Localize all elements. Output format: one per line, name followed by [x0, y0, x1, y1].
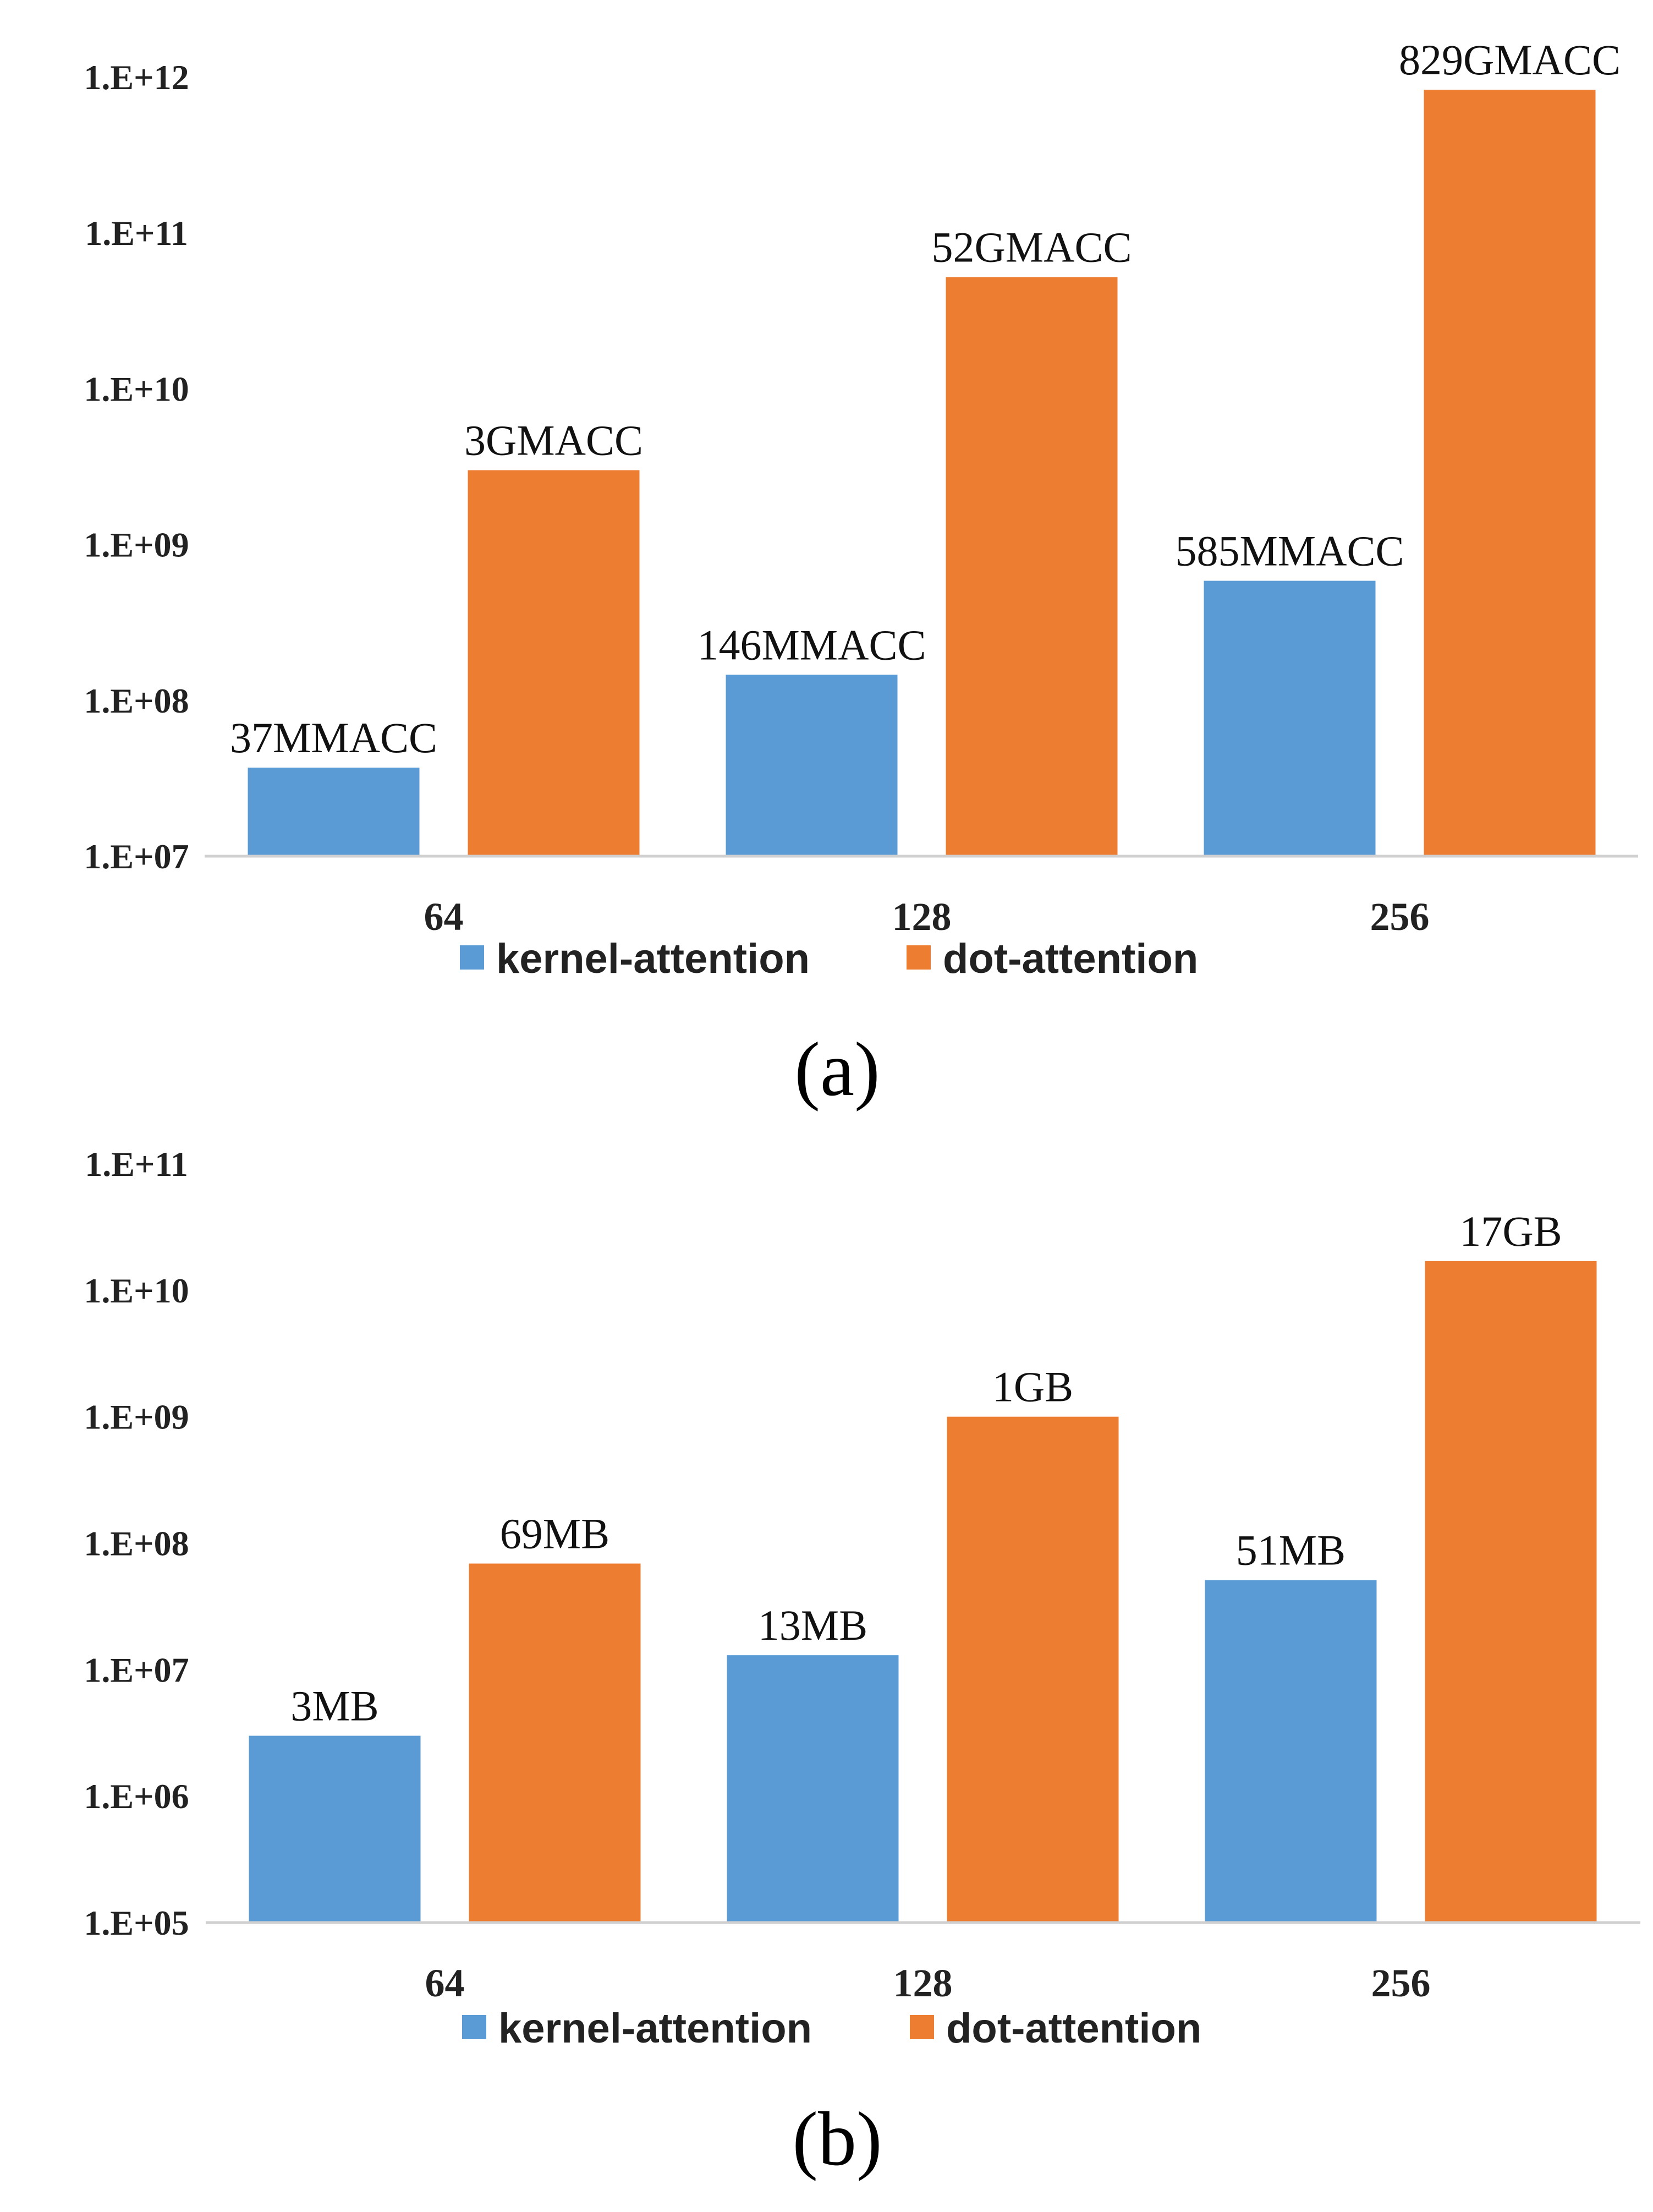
bar-dot-attention-128: [947, 1416, 1119, 1923]
bar-dot-attention-64: [469, 1563, 641, 1923]
bar-kernel-attention-256: [1204, 581, 1376, 856]
data-label: 17GB: [1459, 1207, 1562, 1255]
legend-entry: dot-attention: [943, 935, 1198, 982]
panel-caption: (b): [792, 2096, 882, 2182]
bar-dot-attention-256: [1425, 1261, 1597, 1923]
x-tick-label: 256: [1371, 1961, 1431, 2005]
x-tick-label: 64: [424, 895, 464, 939]
x-tick-label: 128: [893, 1961, 953, 2005]
y-tick-label: 1.E+07: [84, 837, 189, 876]
legend-swatch: [460, 945, 484, 970]
chart-panel-a: 1.E+07 1.E+08 1.E+09 1.E+10 1.E+11 1.E+12 37MM…: [84, 36, 1638, 1112]
y-tick-label: 1.E+11: [85, 1145, 188, 1184]
legend-swatch: [462, 2015, 486, 2039]
x-tick-label: 128: [892, 895, 952, 939]
data-label: 146MMACC: [697, 621, 926, 669]
data-label: 1GB: [992, 1363, 1073, 1411]
bar-kernel-attention-64: [249, 1735, 421, 1923]
bar-kernel-attention-256: [1205, 1580, 1377, 1923]
data-label: 13MB: [758, 1601, 867, 1649]
y-tick-label: 1.E+10: [84, 369, 189, 408]
bar-kernel-attention-128: [726, 675, 898, 856]
x-tick-label: 256: [1370, 895, 1430, 939]
y-tick-label: 1.E+06: [84, 1777, 189, 1816]
chart-panel-b: 1.E+05 1.E+06 1.E+07 1.E+08 1.E+09 1.E+10 1.E+…: [84, 1145, 1640, 2182]
data-label: 3GMACC: [464, 416, 643, 464]
bar-dot-attention-256: [1424, 90, 1596, 857]
y-tick-label: 1.E+11: [85, 213, 188, 253]
y-tick-label: 1.E+12: [84, 58, 189, 97]
y-tick-label: 1.E+05: [84, 1903, 189, 1942]
data-label: 3MB: [290, 1682, 378, 1730]
panel-caption: (a): [794, 1027, 880, 1112]
y-tick-label: 1.E+10: [84, 1271, 189, 1310]
legend-swatch: [907, 945, 931, 970]
data-label: 51MB: [1236, 1526, 1346, 1574]
legend-entry: kernel-attention: [498, 2005, 812, 2052]
data-label: 829GMACC: [1399, 36, 1621, 84]
data-label: 37MMACC: [230, 714, 437, 762]
x-tick-label: 64: [425, 1961, 465, 2005]
legend-entry: kernel-attention: [496, 935, 810, 982]
legend-swatch: [910, 2015, 934, 2039]
data-label: 585MMACC: [1175, 527, 1404, 575]
y-tick-label: 1.E+09: [84, 1398, 189, 1437]
bar-kernel-attention-128: [727, 1655, 899, 1923]
y-tick-label: 1.E+09: [84, 525, 189, 565]
y-tick-label: 1.E+08: [84, 681, 189, 720]
legend-entry: dot-attention: [946, 2005, 1201, 2052]
y-tick-label: 1.E+07: [84, 1650, 189, 1689]
bar-dot-attention-128: [946, 277, 1118, 857]
data-label: 52GMACC: [931, 223, 1132, 271]
data-label: 69MB: [500, 1510, 609, 1558]
bar-kernel-attention-64: [248, 768, 420, 856]
y-tick-label: 1.E+08: [84, 1524, 189, 1563]
bar-dot-attention-64: [468, 470, 640, 856]
